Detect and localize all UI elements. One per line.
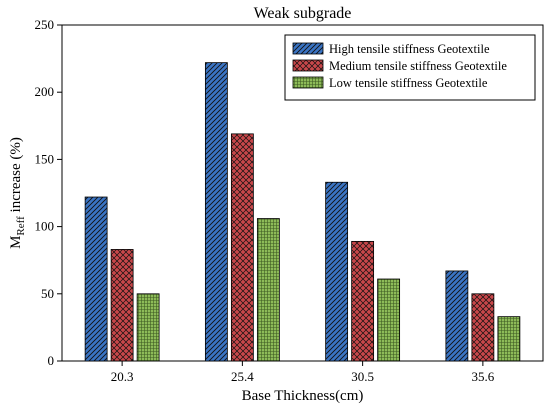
chart-title: Weak subgrade: [254, 5, 352, 22]
y-axis-label-main: M: [8, 236, 24, 249]
legend-swatch-1: [292, 42, 324, 55]
bar-series-3-25.4: [256, 218, 280, 362]
bar-series-2-20.3: [110, 249, 134, 362]
legend-label-1: High tensile stiffness Geotextile: [329, 42, 490, 56]
bar-series-3-20.3: [136, 293, 160, 362]
legend-label-3: Low tensile stiffness Geotextile: [329, 76, 488, 90]
y-tick-label: 150: [35, 151, 55, 166]
legend-swatch-2: [292, 59, 324, 72]
y-axis-label: MReff increase (%): [8, 137, 27, 249]
plot-area-frame: [61, 24, 544, 362]
x-tick-label: 30.5: [351, 369, 374, 384]
x-tick-label: 20.3: [111, 369, 134, 384]
legend-swatch-3: [292, 76, 324, 89]
legend-label-2: Medium tensile stiffness Geotextile: [329, 59, 507, 73]
x-axis: 20.3 25.4 30.5 35.6: [111, 361, 495, 384]
y-tick-label: 50: [41, 286, 54, 301]
bar-series-1-25.4: [204, 62, 228, 362]
x-tick-label: 25.4: [231, 369, 254, 384]
y-axis-label-subscript: Reff: [15, 216, 27, 236]
y-axis: 0 50 100 150 200 250: [35, 17, 62, 368]
x-axis-label: Base Thickness(cm): [242, 388, 364, 404]
bars-group: [84, 62, 521, 362]
bar-series-2-25.4: [230, 133, 254, 362]
bar-series-3-30.5: [377, 278, 401, 362]
y-tick-label: 0: [48, 353, 55, 368]
legend-box: [284, 34, 536, 101]
bar-series-3-35.6: [497, 316, 521, 362]
bar-series-1-20.3: [84, 196, 108, 362]
bar-series-1-30.5: [325, 181, 349, 362]
y-tick-label: 200: [35, 84, 55, 99]
y-tick-label: 100: [35, 219, 55, 234]
y-tick-label: 250: [35, 17, 55, 32]
legend: High tensile stiffness Geotextile Medium …: [284, 34, 536, 101]
y-axis-label-rest: increase (%): [8, 137, 24, 216]
x-tick-label: 35.6: [472, 369, 495, 384]
bar-series-1-35.6: [445, 270, 469, 362]
bar-series-2-35.6: [471, 293, 495, 362]
bar-series-2-30.5: [351, 240, 375, 362]
